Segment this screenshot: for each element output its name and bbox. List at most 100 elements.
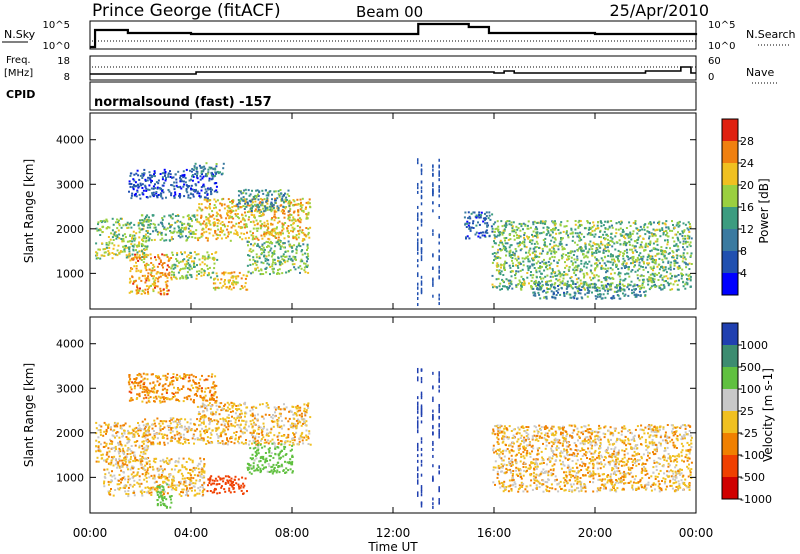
echo-cell: [528, 241, 531, 243]
echo-cell: [186, 215, 189, 218]
echo-cell: [136, 287, 139, 290]
echo-cell: [611, 276, 614, 279]
echo-cell: [147, 275, 149, 278]
echo-cell: [254, 423, 257, 426]
echo-cell: [192, 433, 195, 436]
echo-cell: [669, 247, 671, 250]
echo-cell: [275, 227, 278, 230]
echo-cell: [647, 253, 650, 256]
echo-cell: [284, 222, 287, 224]
echo-cell: [546, 291, 549, 294]
streak-cell: [416, 274, 419, 278]
echo-cell: [550, 290, 553, 293]
echo-cell: [204, 191, 207, 194]
echo-cell: [207, 387, 210, 389]
echo-cell: [135, 292, 138, 295]
echo-cell: [270, 210, 273, 213]
echo-cell: [276, 407, 278, 410]
echo-cell: [519, 235, 522, 238]
echo-cell: [499, 257, 502, 260]
echo-cell: [600, 264, 603, 267]
echo-cell: [141, 445, 144, 447]
echo-cell: [190, 188, 193, 191]
echo-cell: [288, 204, 291, 207]
echo-cell: [191, 214, 194, 217]
echo-cell: [186, 191, 189, 194]
echo-cell: [491, 213, 494, 216]
echo-cell: [276, 422, 279, 425]
echo-cell: [276, 226, 278, 229]
freq-tick-top: 18: [57, 56, 70, 67]
echo-cell: [308, 198, 311, 201]
echo-cell: [286, 230, 289, 233]
echo-cell: [138, 250, 141, 253]
echo-cell: [648, 262, 651, 265]
echo-cell: [137, 289, 140, 292]
echo-cell: [126, 240, 129, 243]
echo-cell: [105, 218, 108, 221]
echo-cell: [550, 250, 553, 253]
echo-cell: [653, 275, 656, 278]
echo-cell: [206, 436, 209, 439]
echo-cell: [553, 252, 556, 255]
echo-cell: [641, 228, 644, 231]
streak-cell: [432, 173, 434, 177]
echo-cell: [254, 209, 256, 212]
echo-cell: [532, 235, 534, 238]
echo-cell: [576, 232, 579, 235]
echo-cell: [265, 405, 268, 408]
echo-cell: [237, 404, 240, 407]
echo-cell: [223, 223, 226, 226]
echo-cell: [97, 449, 100, 452]
echo-cell: [674, 233, 677, 236]
echo-cell: [179, 423, 182, 425]
echo-cell: [578, 239, 581, 242]
echo-cell: [607, 260, 610, 263]
echo-cell: [151, 214, 154, 217]
echo-cell: [205, 190, 208, 193]
echo-cell: [245, 406, 248, 409]
echo-cell: [252, 205, 255, 208]
echo-cell: [649, 221, 652, 224]
echo-cell: [527, 251, 530, 254]
echo-cell: [205, 222, 208, 225]
echo-cell: [539, 282, 542, 285]
echo-cell: [514, 248, 517, 250]
echo-cell: [154, 279, 157, 282]
echo-cell: [569, 277, 572, 280]
echo-cell: [172, 176, 175, 179]
echo-cell: [231, 206, 234, 209]
echo-cell: [151, 174, 154, 177]
echo-cell: [573, 297, 576, 300]
echo-cell: [598, 250, 601, 253]
echo-cell: [98, 424, 101, 427]
echo-cell: [532, 274, 535, 276]
echo-cell: [564, 282, 567, 285]
echo-cell: [241, 214, 244, 217]
echo-cell: [179, 233, 182, 235]
echo-cell: [178, 400, 181, 403]
streak-cell: [438, 173, 440, 177]
echo-cell: [301, 253, 304, 256]
echo-cell: [552, 220, 554, 223]
echo-cell: [632, 251, 635, 254]
freq-trace: [90, 66, 696, 75]
echo-cell: [263, 231, 266, 234]
echo-cell: [105, 444, 108, 447]
echo-cell: [675, 249, 678, 252]
echo-cell: [565, 231, 568, 234]
echo-cell: [236, 281, 239, 284]
echo-cell: [141, 219, 144, 222]
echo-cell: [162, 436, 165, 439]
echo-cell: [301, 209, 303, 212]
echo-cell: [584, 281, 587, 284]
echo-cell: [651, 255, 654, 258]
echo-cell: [105, 442, 108, 445]
echo-cell: [663, 269, 665, 272]
echo-cell: [612, 261, 615, 264]
echo-cell: [295, 406, 298, 409]
echo-cell: [197, 413, 200, 416]
echo-cell: [531, 276, 534, 279]
echo-cell: [658, 272, 660, 275]
echo-cell: [554, 282, 557, 285]
